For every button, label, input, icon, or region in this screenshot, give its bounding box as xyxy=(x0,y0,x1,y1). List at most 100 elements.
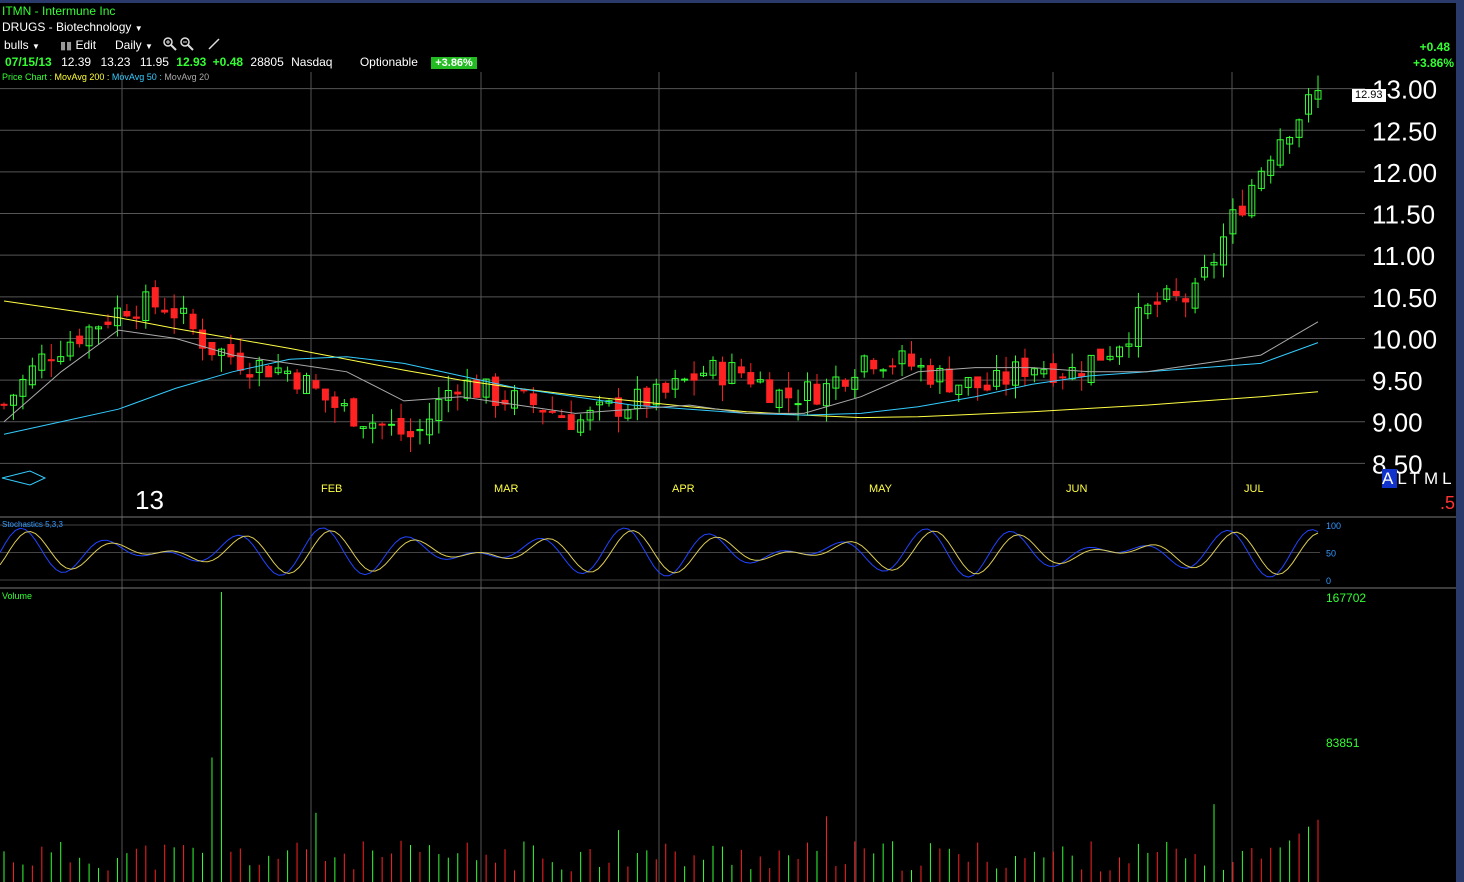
candle-body xyxy=(123,311,131,317)
candle-body xyxy=(700,372,708,377)
candle-body xyxy=(151,287,159,308)
candle-body xyxy=(1125,343,1133,347)
x-month-label: APR xyxy=(672,483,695,495)
candle-body xyxy=(66,341,74,357)
candle-body xyxy=(1106,355,1114,360)
toolbar-letter-m[interactable]: M xyxy=(1423,469,1443,488)
candle-body xyxy=(917,365,925,368)
candle-body xyxy=(766,379,774,403)
y-tick-label: 11.00 xyxy=(1372,241,1435,271)
quote-date: 07/15/13 xyxy=(5,55,52,69)
candle-body xyxy=(1172,290,1180,297)
candle-body xyxy=(246,374,254,378)
candle-body xyxy=(1295,119,1303,138)
candle-body xyxy=(1219,236,1227,266)
watchlist-label: bulls xyxy=(4,38,29,52)
candle-body xyxy=(444,389,452,401)
candle-body xyxy=(378,423,386,426)
y-tick-label: 9.00 xyxy=(1372,408,1423,438)
moving-average-line xyxy=(3,321,1319,423)
quote-high: 13.23 xyxy=(100,55,131,69)
y-tick-label: 12.00 xyxy=(1372,158,1437,188)
candle-body xyxy=(331,396,339,408)
candle-body xyxy=(1097,348,1105,361)
candle-body xyxy=(1030,368,1038,376)
x-month-label: JUN xyxy=(1066,483,1087,495)
volume-title: Volume xyxy=(2,591,32,601)
toolbar-letter-t[interactable]: T xyxy=(1409,469,1424,488)
candle-body xyxy=(425,418,433,436)
legend-price-chart: Price Chart : xyxy=(2,72,53,82)
x-month-label: MAR xyxy=(494,483,519,495)
candle-body xyxy=(180,307,188,314)
sector-dropdown[interactable]: DRUGS - Biotechnology ▼ xyxy=(2,20,143,36)
candle-body xyxy=(416,429,424,432)
candle-body xyxy=(1163,288,1171,300)
candle-body xyxy=(548,410,556,413)
period-dropdown[interactable]: Daily ▼ xyxy=(115,38,153,54)
watermark-number: 13 xyxy=(135,485,164,515)
candle-body xyxy=(841,379,849,387)
stoch-tick-label: 100 xyxy=(1326,521,1341,531)
quote-change: +0.48 xyxy=(212,55,244,69)
grid-layer xyxy=(0,72,1456,882)
right-change: +0.48 xyxy=(1419,40,1450,54)
candle-body xyxy=(983,384,991,391)
watchlist-dropdown[interactable]: bulls ▼ xyxy=(4,38,40,54)
candle-body xyxy=(104,321,112,325)
moving-average-line xyxy=(3,300,1319,419)
bar-chart-icon: ▮▮ xyxy=(60,40,73,52)
zoom-in-icon[interactable] xyxy=(163,37,177,54)
zoom-out-icon[interactable] xyxy=(180,37,194,54)
candle-body xyxy=(813,383,821,405)
candle-body xyxy=(529,393,537,406)
chevron-down-icon: ▼ xyxy=(32,42,40,51)
stoch-k-line xyxy=(0,527,1319,578)
candle-body xyxy=(510,390,518,409)
candle-body xyxy=(898,350,906,365)
candle-body xyxy=(1087,354,1095,383)
candle-body xyxy=(1040,369,1048,375)
sector-label: DRUGS - Biotechnology xyxy=(2,20,132,34)
candle-body xyxy=(1049,363,1057,384)
window-scrollbar[interactable] xyxy=(1456,0,1464,882)
candle-body xyxy=(293,372,301,390)
candle-body xyxy=(851,376,859,390)
draw-line-icon[interactable] xyxy=(207,37,221,54)
symbol-title[interactable]: ITMN - Intermune Inc xyxy=(2,4,116,18)
chevron-down-icon: ▼ xyxy=(145,42,153,51)
toolbar-letter-l[interactable]: L xyxy=(1397,469,1410,488)
candle-body xyxy=(1257,170,1265,189)
candle-body xyxy=(794,403,802,406)
scroll-marker-icon xyxy=(1,470,47,486)
y-tick-label: 12.50 xyxy=(1372,116,1437,146)
candle-body xyxy=(879,369,887,372)
candle-body xyxy=(1191,282,1199,309)
candle-body xyxy=(454,391,462,395)
candle-body xyxy=(312,380,320,389)
candle-body xyxy=(284,370,292,375)
toolbar-letter-a[interactable]: A xyxy=(1382,469,1398,488)
candle-body xyxy=(369,422,377,429)
candle-body xyxy=(596,401,604,406)
candle-body xyxy=(1267,159,1275,176)
candle-body xyxy=(265,365,273,378)
y-tick-label: 11.50 xyxy=(1372,200,1435,230)
candle-body xyxy=(889,365,897,368)
candle-body xyxy=(1115,346,1123,358)
candle-body xyxy=(567,414,575,430)
candle-body xyxy=(1011,361,1019,386)
candle-body xyxy=(1314,90,1322,100)
candle-body xyxy=(785,387,793,399)
candle-body xyxy=(142,291,150,322)
toolbar-letter-l2[interactable]: L xyxy=(1442,469,1456,488)
toolbar-letters[interactable]: ALTML xyxy=(1382,469,1456,488)
x-month-label: FEB xyxy=(321,483,342,495)
candle-body xyxy=(1305,94,1313,115)
edit-button[interactable]: ▮▮ Edit xyxy=(60,38,96,53)
legend-ma200: MovAvg 200 : xyxy=(54,72,110,82)
x-month-label: JUL xyxy=(1244,483,1264,495)
candle-body xyxy=(199,329,207,349)
candle-body xyxy=(57,356,65,362)
